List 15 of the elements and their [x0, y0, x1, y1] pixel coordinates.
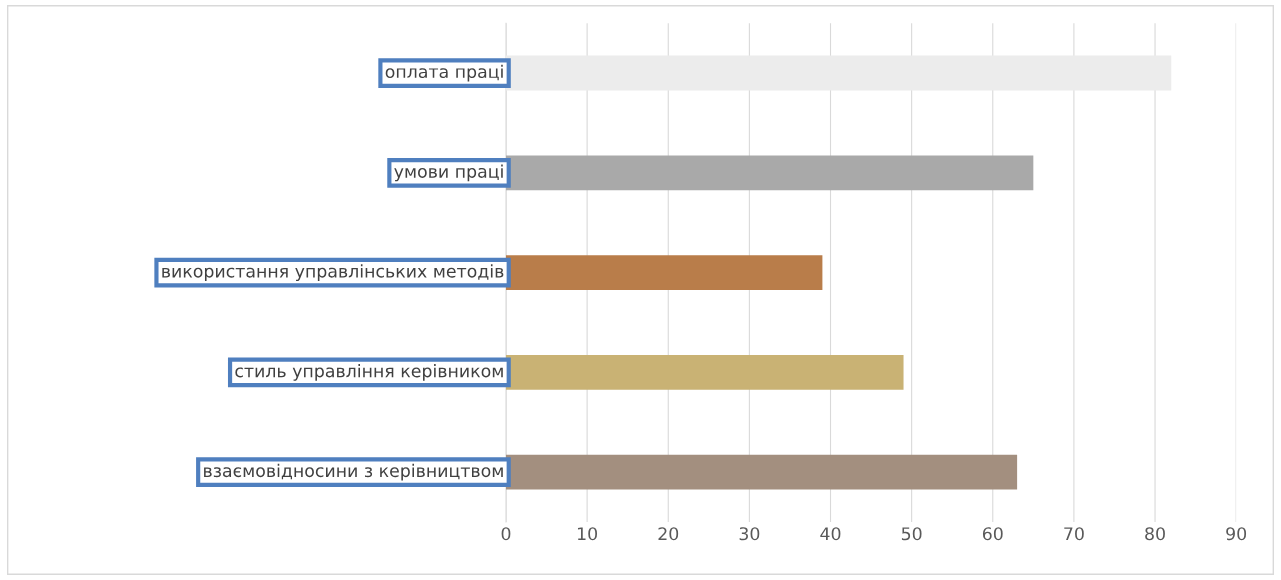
x-tick-label: 90 [1226, 527, 1247, 541]
y-tick-label: використання управлінських методів [162, 264, 504, 281]
y-tick-label: умови праці [394, 164, 503, 182]
y-tick-label: стиль управління керівником [235, 363, 503, 381]
y-tick-label: оплата праці [385, 64, 503, 82]
x-tick-label: 80 [1145, 527, 1165, 541]
x-tick-label: 60 [982, 527, 1003, 541]
x-tick-label: 30 [739, 527, 760, 541]
x-tick-label: 20 [658, 527, 679, 541]
x-tick-label: 70 [1064, 527, 1084, 541]
x-tick-label: 50 [901, 527, 922, 541]
x-tick-label: 0 [501, 527, 511, 541]
x-tick-label: 40 [820, 527, 841, 541]
x-tick-label: 10 [577, 527, 598, 541]
y-tick-label: взаємовідносини з керівництвом [204, 463, 503, 481]
